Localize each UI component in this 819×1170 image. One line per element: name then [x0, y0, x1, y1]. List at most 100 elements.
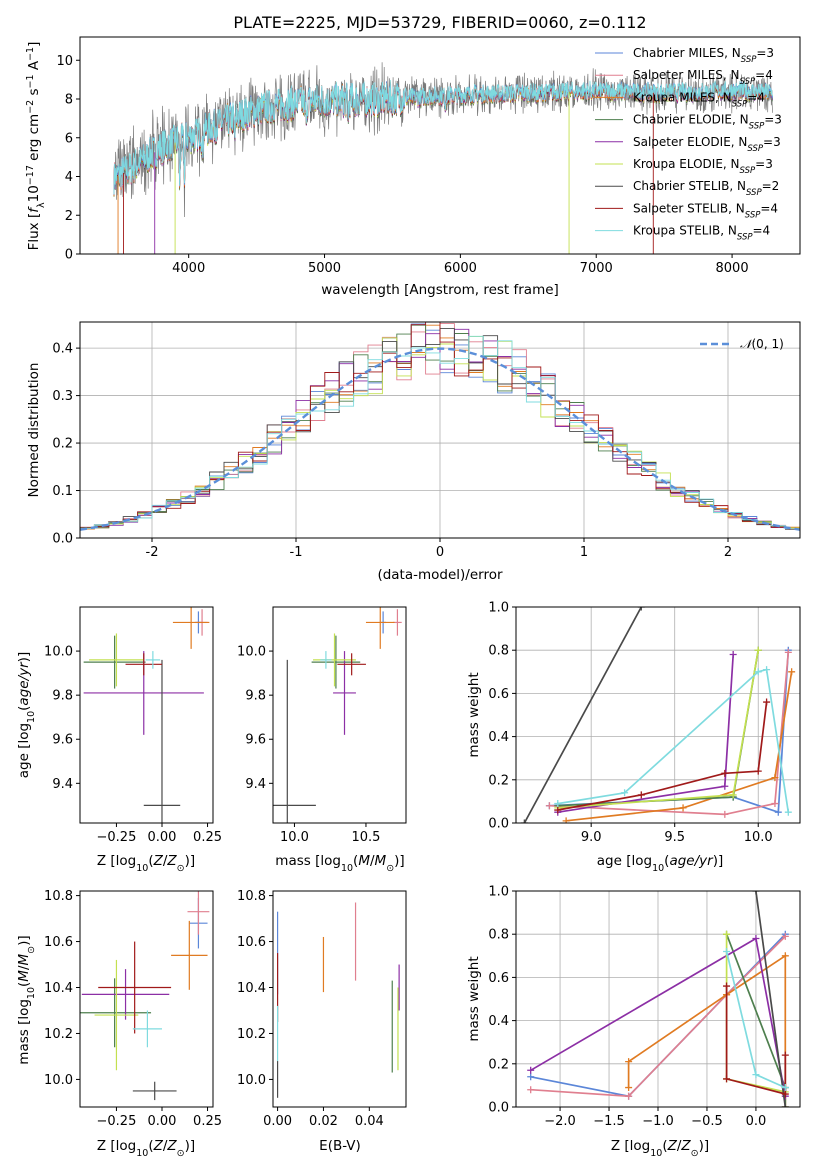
x-tick-label: 1 — [580, 545, 588, 560]
series-group — [562, 668, 796, 823]
x-axis-label: E(B-V) — [319, 1138, 361, 1154]
legend-label: Kroupa STELIB, NSSP=4 — [633, 224, 770, 243]
plus-marker — [520, 819, 528, 823]
plot-area — [273, 607, 402, 823]
data-point — [333, 651, 356, 735]
x-tick-label: −0.25 — [97, 1114, 137, 1129]
series-group — [520, 607, 645, 823]
x-tick-label: 0 — [436, 545, 444, 560]
series-line — [530, 935, 786, 1098]
data-point — [132, 1081, 177, 1101]
data-point — [143, 659, 181, 823]
plus-marker — [527, 1066, 535, 1074]
y-tick-label: 0.3 — [52, 389, 73, 404]
plot-area — [520, 607, 796, 823]
plot-area — [80, 322, 800, 533]
y-tick-label: 10.8 — [237, 889, 266, 904]
mass-vs-metallicity-panel: −0.25 0.00 0.25 10.0 10.2 10.4 10.6 10.8 Z [log1… — [16, 889, 222, 1159]
data-point — [337, 653, 366, 676]
x-tick-label: −0.25 — [97, 830, 137, 845]
data-point — [98, 941, 172, 1034]
y-axis-label: Flux [fλ10−17 erg cm−2 s−1 A−1] — [25, 42, 47, 251]
x-axis-label: wavelength [Angstrom, rest frame] — [321, 282, 559, 298]
x-tick-label: 8000 — [716, 261, 749, 276]
x-tick-label: 7000 — [580, 261, 613, 276]
plus-marker — [771, 774, 779, 782]
plus-marker — [721, 810, 729, 818]
series-line — [523, 607, 643, 823]
x-tick-label: 6000 — [444, 261, 477, 276]
y-tick-label: 10.6 — [237, 935, 266, 950]
plus-marker — [781, 1051, 789, 1059]
x-tick-label: 2 — [724, 545, 732, 560]
y-tick-label: 10.6 — [44, 935, 73, 950]
y-tick-label: 10.0 — [237, 1073, 266, 1088]
legend-label: Chabrier STELIB, NSSP=2 — [633, 179, 779, 198]
x-tick-label: 0.00 — [148, 1114, 177, 1129]
plus-marker — [554, 800, 562, 808]
plus-marker — [723, 982, 731, 990]
y-tick-label: 6 — [65, 131, 73, 146]
plus-marker — [781, 932, 789, 940]
plot-area — [83, 607, 210, 823]
x-axis-label: Z [log10(Z/Z⊙)] — [97, 1138, 195, 1159]
x-tick-label: −1.0 — [642, 1114, 674, 1129]
y-axis-label: mass weight — [466, 956, 482, 1041]
plus-marker — [621, 789, 629, 797]
y-tick-label: 0.8 — [488, 928, 509, 943]
x-tick-label: 5000 — [308, 261, 341, 276]
y-tick-label: 4 — [65, 170, 73, 185]
axes-frame: -2 -1 0 1 2 0.0 0.1 0.2 0.3 0.4 — [52, 321, 801, 560]
y-tick-label: 8 — [65, 93, 73, 108]
mass-vs-ebv-panel: 0.00 0.02 0.04 10.0 10.2 10.4 10.6 10.8 E(B-V) — [237, 889, 407, 1154]
y-tick-label: 9.4 — [52, 777, 73, 792]
y-tick-label: 0.0 — [52, 532, 73, 547]
axes-border — [79, 606, 214, 824]
plus-marker — [721, 782, 729, 790]
plus-marker — [527, 1086, 535, 1094]
legend-normal-label: 𝒩(0, 1) — [740, 337, 784, 351]
plus-marker — [625, 1092, 633, 1100]
data-point — [80, 978, 152, 1048]
x-tick-label: 10.0 — [744, 830, 773, 845]
data-point — [81, 969, 170, 1020]
axes-frame: −0.25 0.00 0.25 9.4 9.6 9.8 10.0 — [44, 606, 222, 845]
data-point — [132, 1010, 162, 1048]
y-tick-label: 0.4 — [52, 342, 73, 357]
plus-marker — [729, 791, 737, 799]
plus-marker — [784, 808, 792, 816]
axes-frame: −0.25 0.00 0.25 10.0 10.2 10.4 10.6 10.8 — [44, 889, 222, 1129]
axes-border — [515, 606, 801, 824]
legend-label: Salpeter MILES, NSSP=4 — [633, 68, 773, 87]
data-point — [187, 891, 210, 935]
y-tick-label: 0 — [65, 248, 73, 263]
plus-marker — [763, 666, 771, 674]
y-tick-label: 0.4 — [488, 730, 509, 745]
data-point — [171, 920, 208, 990]
plot-area — [527, 891, 789, 1107]
series-group — [554, 666, 792, 816]
plus-marker — [625, 1084, 633, 1092]
legend-label: Salpeter ELODIE, NSSP=3 — [633, 135, 781, 154]
residual-histogram-panel: -2 -1 0 1 2 0.0 0.1 0.2 0.3 0.4 𝒩(0, 1) (data-model… — [26, 321, 801, 583]
plus-marker — [752, 1071, 760, 1079]
y-tick-label: 0.2 — [488, 773, 509, 788]
x-tick-label: −2.0 — [544, 1114, 576, 1129]
plus-marker — [754, 668, 762, 676]
x-tick-label: 9.0 — [581, 830, 602, 845]
plus-marker — [763, 698, 771, 706]
y-tick-label: 10.4 — [237, 981, 266, 996]
y-axis-label: Normed distribution — [26, 363, 42, 498]
spectrum-panel: 4000 5000 6000 7000 8000 0 2 4 6 8 10 Chabrier MILE… — [25, 36, 801, 298]
plus-marker — [562, 817, 570, 823]
plus-marker — [721, 769, 729, 777]
y-tick-label: 10.0 — [237, 645, 266, 660]
plus-marker — [679, 804, 687, 812]
data-point — [172, 607, 210, 649]
series-line — [549, 652, 790, 816]
x-tick-label: 0.25 — [193, 830, 222, 845]
y-tick-label: 0.1 — [52, 484, 73, 499]
data-point — [89, 633, 144, 687]
plus-marker — [723, 1075, 731, 1083]
